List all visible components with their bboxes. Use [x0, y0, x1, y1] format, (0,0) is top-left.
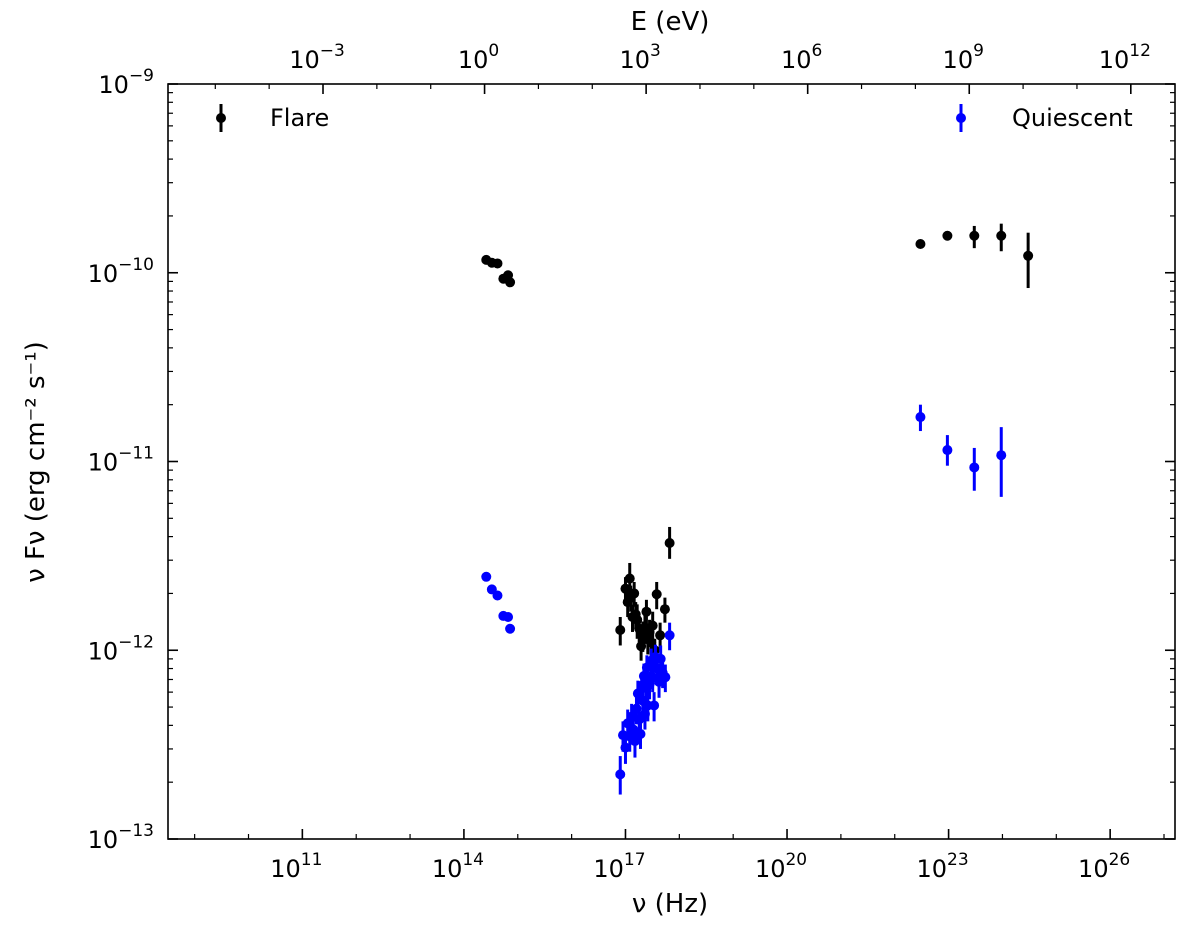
- ticks: 1011 1014 1017 1020 1023 1026 10−3 100 103 106 109…: [88, 41, 1175, 883]
- legend-quiescent-marker: [956, 113, 966, 123]
- top-tick-label-4: 109: [943, 41, 984, 74]
- data-point: [1023, 250, 1034, 261]
- y-tick-label-0: 10−9: [98, 66, 154, 99]
- top-axis-title: E (eV): [631, 7, 710, 37]
- plot-frame: [167, 83, 1176, 840]
- legend-flare-label: Flare: [270, 104, 329, 132]
- series-flare: [481, 223, 1034, 664]
- top-tick-label-1: 100: [458, 41, 499, 74]
- x-tick-label-2: 1017: [593, 850, 645, 883]
- data-point: [942, 230, 953, 241]
- data-point: [615, 625, 626, 636]
- data-point: [655, 630, 666, 641]
- x-tick-label-5: 1026: [1078, 850, 1130, 883]
- data-point: [481, 571, 492, 582]
- top-tick-label-5: 1012: [1099, 41, 1151, 74]
- data-point: [505, 623, 516, 634]
- y-tick-label-2: 10−11: [88, 444, 154, 477]
- legend-quiescent-label: Quiescent: [1012, 104, 1133, 132]
- data-point: [505, 277, 516, 288]
- y-tick-label-1: 10−10: [88, 255, 154, 288]
- data-point: [969, 462, 980, 473]
- data-point: [915, 412, 926, 423]
- data-point: [664, 538, 675, 549]
- legend: Flare Quiescent: [216, 104, 1133, 132]
- data-point: [629, 588, 640, 599]
- legend-flare: Flare: [216, 104, 329, 132]
- data-point: [651, 589, 662, 600]
- data-point: [629, 736, 640, 747]
- y-axis-title: ν Fν (erg cm⁻² s⁻¹): [21, 341, 51, 583]
- data-point: [492, 258, 503, 269]
- data-point: [660, 672, 671, 683]
- data-marks: [481, 223, 1034, 795]
- top-tick-label-3: 106: [781, 41, 822, 74]
- y-tick-label-3: 10−12: [88, 632, 154, 665]
- x-tick-label-1: 1014: [432, 850, 484, 883]
- data-point: [649, 700, 660, 711]
- data-point: [942, 445, 953, 456]
- data-point: [996, 230, 1007, 241]
- data-point: [615, 769, 626, 780]
- data-point: [664, 630, 675, 641]
- data-point: [620, 742, 631, 753]
- data-point: [996, 450, 1007, 461]
- top-tick-label-2: 103: [619, 41, 660, 74]
- x-tick-label-3: 1020: [755, 850, 807, 883]
- legend-flare-marker: [216, 113, 226, 123]
- x-tick-label-0: 1011: [270, 850, 322, 883]
- data-point: [969, 230, 980, 241]
- data-point: [647, 620, 658, 631]
- data-point: [915, 239, 926, 250]
- data-point: [659, 604, 670, 615]
- x-axis-title: ν (Hz): [632, 889, 708, 919]
- data-point: [655, 653, 666, 664]
- data-point: [641, 606, 652, 617]
- data-point: [503, 612, 514, 623]
- y-tick-label-4: 10−13: [88, 821, 154, 854]
- data-point: [624, 573, 635, 584]
- series-quiescent: [481, 404, 1007, 795]
- data-point: [492, 590, 503, 601]
- legend-quiescent: Quiescent: [956, 104, 1133, 132]
- top-tick-label-0: 10−3: [289, 41, 345, 74]
- x-tick-label-4: 1023: [917, 850, 969, 883]
- data-point: [635, 728, 646, 739]
- axes: [167, 83, 1176, 840]
